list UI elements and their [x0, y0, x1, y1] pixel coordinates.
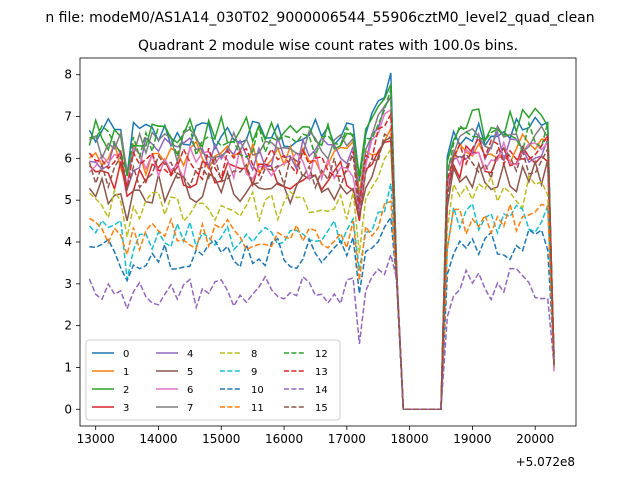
x-tick-label: 18000 — [391, 432, 429, 446]
legend-label-2: 2 — [123, 385, 129, 396]
legend-label-0: 0 — [123, 349, 129, 360]
series-line-15 — [88, 132, 555, 411]
y-tick-label: 8 — [64, 68, 72, 82]
x-tick-label: 20000 — [516, 432, 554, 446]
y-tick-label: 5 — [64, 193, 72, 207]
series-line-7 — [88, 95, 555, 411]
axes: 13000 14000 15000 16000 17000 18000 19000 20000… — [64, 57, 577, 446]
legend-label-1: 1 — [123, 367, 129, 378]
y-tick-label: 0 — [64, 402, 72, 416]
y-tick-label: 4 — [64, 235, 72, 249]
series-line-11 — [89, 200, 555, 411]
legend-label-10: 10 — [251, 385, 264, 396]
series-line-8 — [88, 146, 555, 411]
legend-label-15: 15 — [315, 403, 328, 414]
x-tick-label: 13000 — [77, 432, 115, 446]
series-line-12 — [89, 88, 555, 411]
legend-label-11: 11 — [251, 403, 264, 414]
series-line-10 — [89, 215, 555, 411]
x-tick-label: 14000 — [139, 432, 177, 446]
series-line-5 — [88, 136, 555, 411]
series-line-14 — [88, 251, 555, 411]
y-tick-label: 7 — [64, 110, 72, 124]
legend-label-7: 7 — [187, 403, 193, 414]
legend-label-5: 5 — [187, 367, 193, 378]
x-offset-label: +5.072e8 — [516, 455, 575, 469]
series-line-13 — [88, 111, 555, 411]
y-tick-label: 6 — [64, 151, 72, 165]
legend-label-3: 3 — [123, 403, 129, 414]
chart-title: Quadrant 2 module wise count rates with … — [138, 38, 518, 54]
legend-label-8: 8 — [251, 349, 257, 360]
plot-area — [88, 72, 555, 411]
legend-label-4: 4 — [187, 349, 193, 360]
series-line-6 — [88, 108, 555, 411]
legend-label-9: 9 — [251, 367, 257, 378]
series-line-9 — [88, 183, 555, 411]
y-tick-label: 1 — [64, 360, 72, 374]
x-tick-label: 17000 — [328, 432, 366, 446]
legend-label-14: 14 — [315, 385, 328, 396]
series-line-1 — [88, 128, 555, 411]
legend-label-6: 6 — [187, 385, 193, 396]
legend-label-13: 13 — [315, 367, 328, 378]
legend-box — [85, 339, 341, 421]
figure-suptitle: n file: modeM0/AS1A14_030T02_9000006544_… — [45, 10, 594, 26]
y-tick-label: 2 — [64, 319, 72, 333]
legend-label-12: 12 — [315, 349, 328, 360]
x-tick-label: 19000 — [453, 432, 491, 446]
y-tick-label: 3 — [64, 277, 72, 291]
x-tick-label: 15000 — [202, 432, 240, 446]
x-tick-label: 16000 — [265, 432, 303, 446]
